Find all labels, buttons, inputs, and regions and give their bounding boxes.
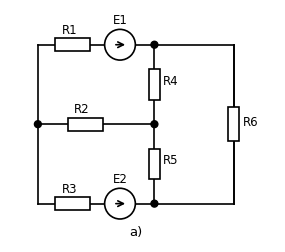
Circle shape bbox=[34, 121, 41, 128]
Text: R5: R5 bbox=[163, 154, 179, 167]
Circle shape bbox=[105, 188, 135, 219]
Bar bbox=[55, 39, 89, 52]
Bar bbox=[149, 149, 160, 179]
Text: E2: E2 bbox=[113, 172, 127, 185]
Circle shape bbox=[105, 30, 135, 61]
Text: E1: E1 bbox=[113, 14, 127, 27]
Bar bbox=[55, 197, 89, 210]
Text: R3: R3 bbox=[62, 182, 78, 195]
Text: R6: R6 bbox=[243, 116, 258, 129]
Circle shape bbox=[151, 121, 158, 128]
Text: R1: R1 bbox=[62, 24, 78, 37]
Circle shape bbox=[151, 200, 158, 207]
Text: R2: R2 bbox=[74, 103, 89, 116]
Circle shape bbox=[151, 42, 158, 49]
Bar bbox=[68, 118, 103, 131]
Bar bbox=[228, 108, 239, 142]
Text: a): a) bbox=[129, 225, 142, 238]
Text: R4: R4 bbox=[163, 75, 179, 88]
Bar bbox=[149, 70, 160, 100]
